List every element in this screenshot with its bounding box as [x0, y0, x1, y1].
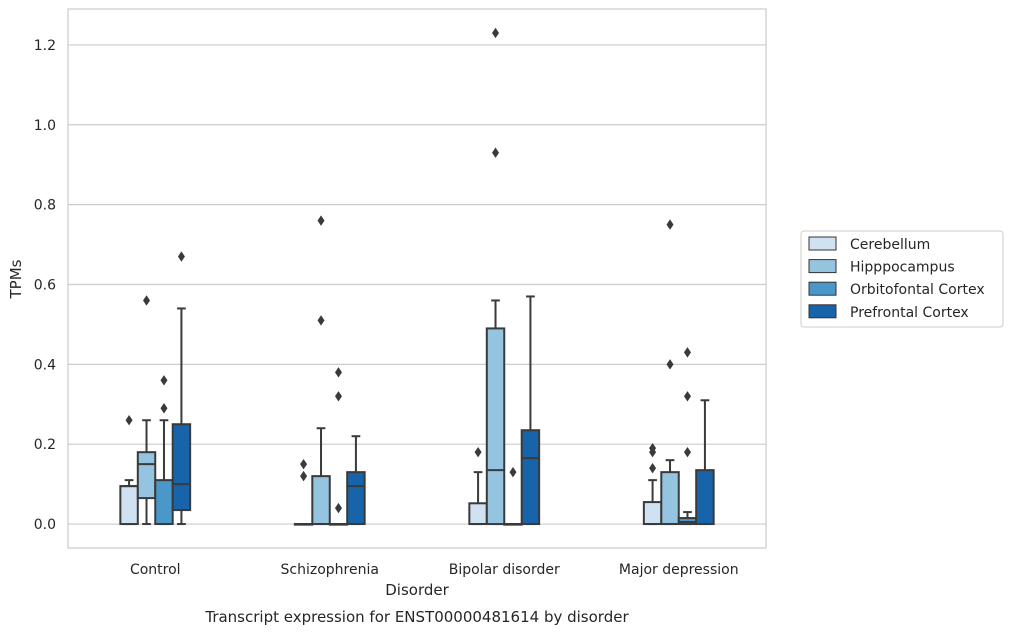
outlier-point [683, 391, 691, 402]
iqr-box [119, 485, 139, 526]
outlier-point [509, 466, 517, 478]
outlier-point [649, 462, 657, 474]
outlier-point [177, 251, 185, 262]
outlier-point [125, 415, 133, 426]
x-tick-label: Schizophrenia [281, 562, 379, 578]
x-tick-label: Control [130, 562, 181, 578]
iqr-box [485, 327, 506, 526]
box-group [660, 219, 680, 526]
outlier-point [300, 458, 308, 470]
box-group [485, 27, 506, 526]
iqr-box [346, 471, 366, 526]
legend-label: Orbitofontal Cortex [850, 282, 985, 298]
box-group [677, 347, 698, 526]
legend-swatch [808, 236, 837, 251]
y-tick-label: 0.0 [34, 517, 56, 533]
outlier-point [160, 375, 168, 386]
box-group [154, 375, 174, 526]
iqr-box [468, 502, 488, 526]
box-group [468, 446, 488, 526]
legend: Cerebellum Hipppocampus Orbitofontal Corte… [800, 230, 1004, 328]
y-tick-label: 0.4 [34, 357, 56, 373]
x-tick-label: Major depression [619, 562, 739, 578]
y-axis-label: TPMs [7, 259, 25, 299]
legend-label: Prefrontal Cortex [850, 305, 969, 321]
iqr-box [154, 479, 174, 526]
box-group [171, 251, 192, 526]
y-tick-label: 0.6 [34, 277, 56, 293]
x-tick-label: Bipolar disorder [449, 562, 560, 578]
legend-swatch [808, 259, 837, 274]
outlier-point [683, 446, 691, 458]
outlier-point [160, 403, 168, 414]
box-group [311, 215, 331, 526]
outlier-point [317, 215, 325, 226]
box-group [346, 435, 366, 526]
legend-items: Cerebellum Hipppocampus Orbitofontal Corte… [808, 236, 985, 321]
outlier-point [334, 391, 342, 402]
y-tick-label: 0.8 [34, 198, 56, 214]
y-tick-label: 1.0 [34, 118, 56, 134]
iqr-box [171, 423, 192, 512]
outlier-point [683, 347, 691, 358]
box-group [119, 415, 139, 526]
box-group [520, 295, 541, 526]
iqr-box [695, 469, 715, 526]
legend-swatch [808, 304, 837, 319]
box-group [695, 399, 715, 526]
plot-frame [67, 8, 767, 549]
outlier-point [492, 27, 500, 39]
iqr-box [660, 471, 680, 526]
x-axis-label: Disorder [385, 581, 449, 599]
legend-label: Cerebellum [850, 237, 930, 253]
legend-swatch [808, 281, 837, 296]
outlier-point [492, 147, 500, 158]
y-tick-label: 1.2 [34, 38, 56, 54]
y-tick-labels: 0.0 0.2 0.4 0.6 0.8 1.0 1.2 [34, 38, 56, 533]
iqr-box [520, 429, 541, 526]
box-group [136, 295, 157, 526]
x-tick-labels: Control Schizophrenia Bipolar disorder Majo… [130, 562, 739, 578]
outlier-point [666, 359, 674, 370]
outlier-point [649, 442, 657, 454]
box-group [642, 442, 663, 526]
legend-label: Hipppocampus [850, 260, 955, 276]
chart-caption: Transcript expression for ENST0000048161… [204, 608, 629, 626]
outlier-point [474, 446, 482, 458]
iqr-box [642, 501, 663, 526]
outlier-point [666, 219, 674, 230]
iqr-box [311, 475, 331, 526]
outlier-point [300, 470, 308, 482]
outlier-point [317, 315, 325, 326]
iqr-box [136, 451, 157, 500]
y-tick-label: 0.2 [34, 437, 56, 453]
outlier-point [334, 502, 342, 514]
box-series [119, 27, 715, 526]
outlier-point [143, 295, 151, 306]
legend-frame [800, 230, 1004, 328]
outlier-point [334, 367, 342, 378]
